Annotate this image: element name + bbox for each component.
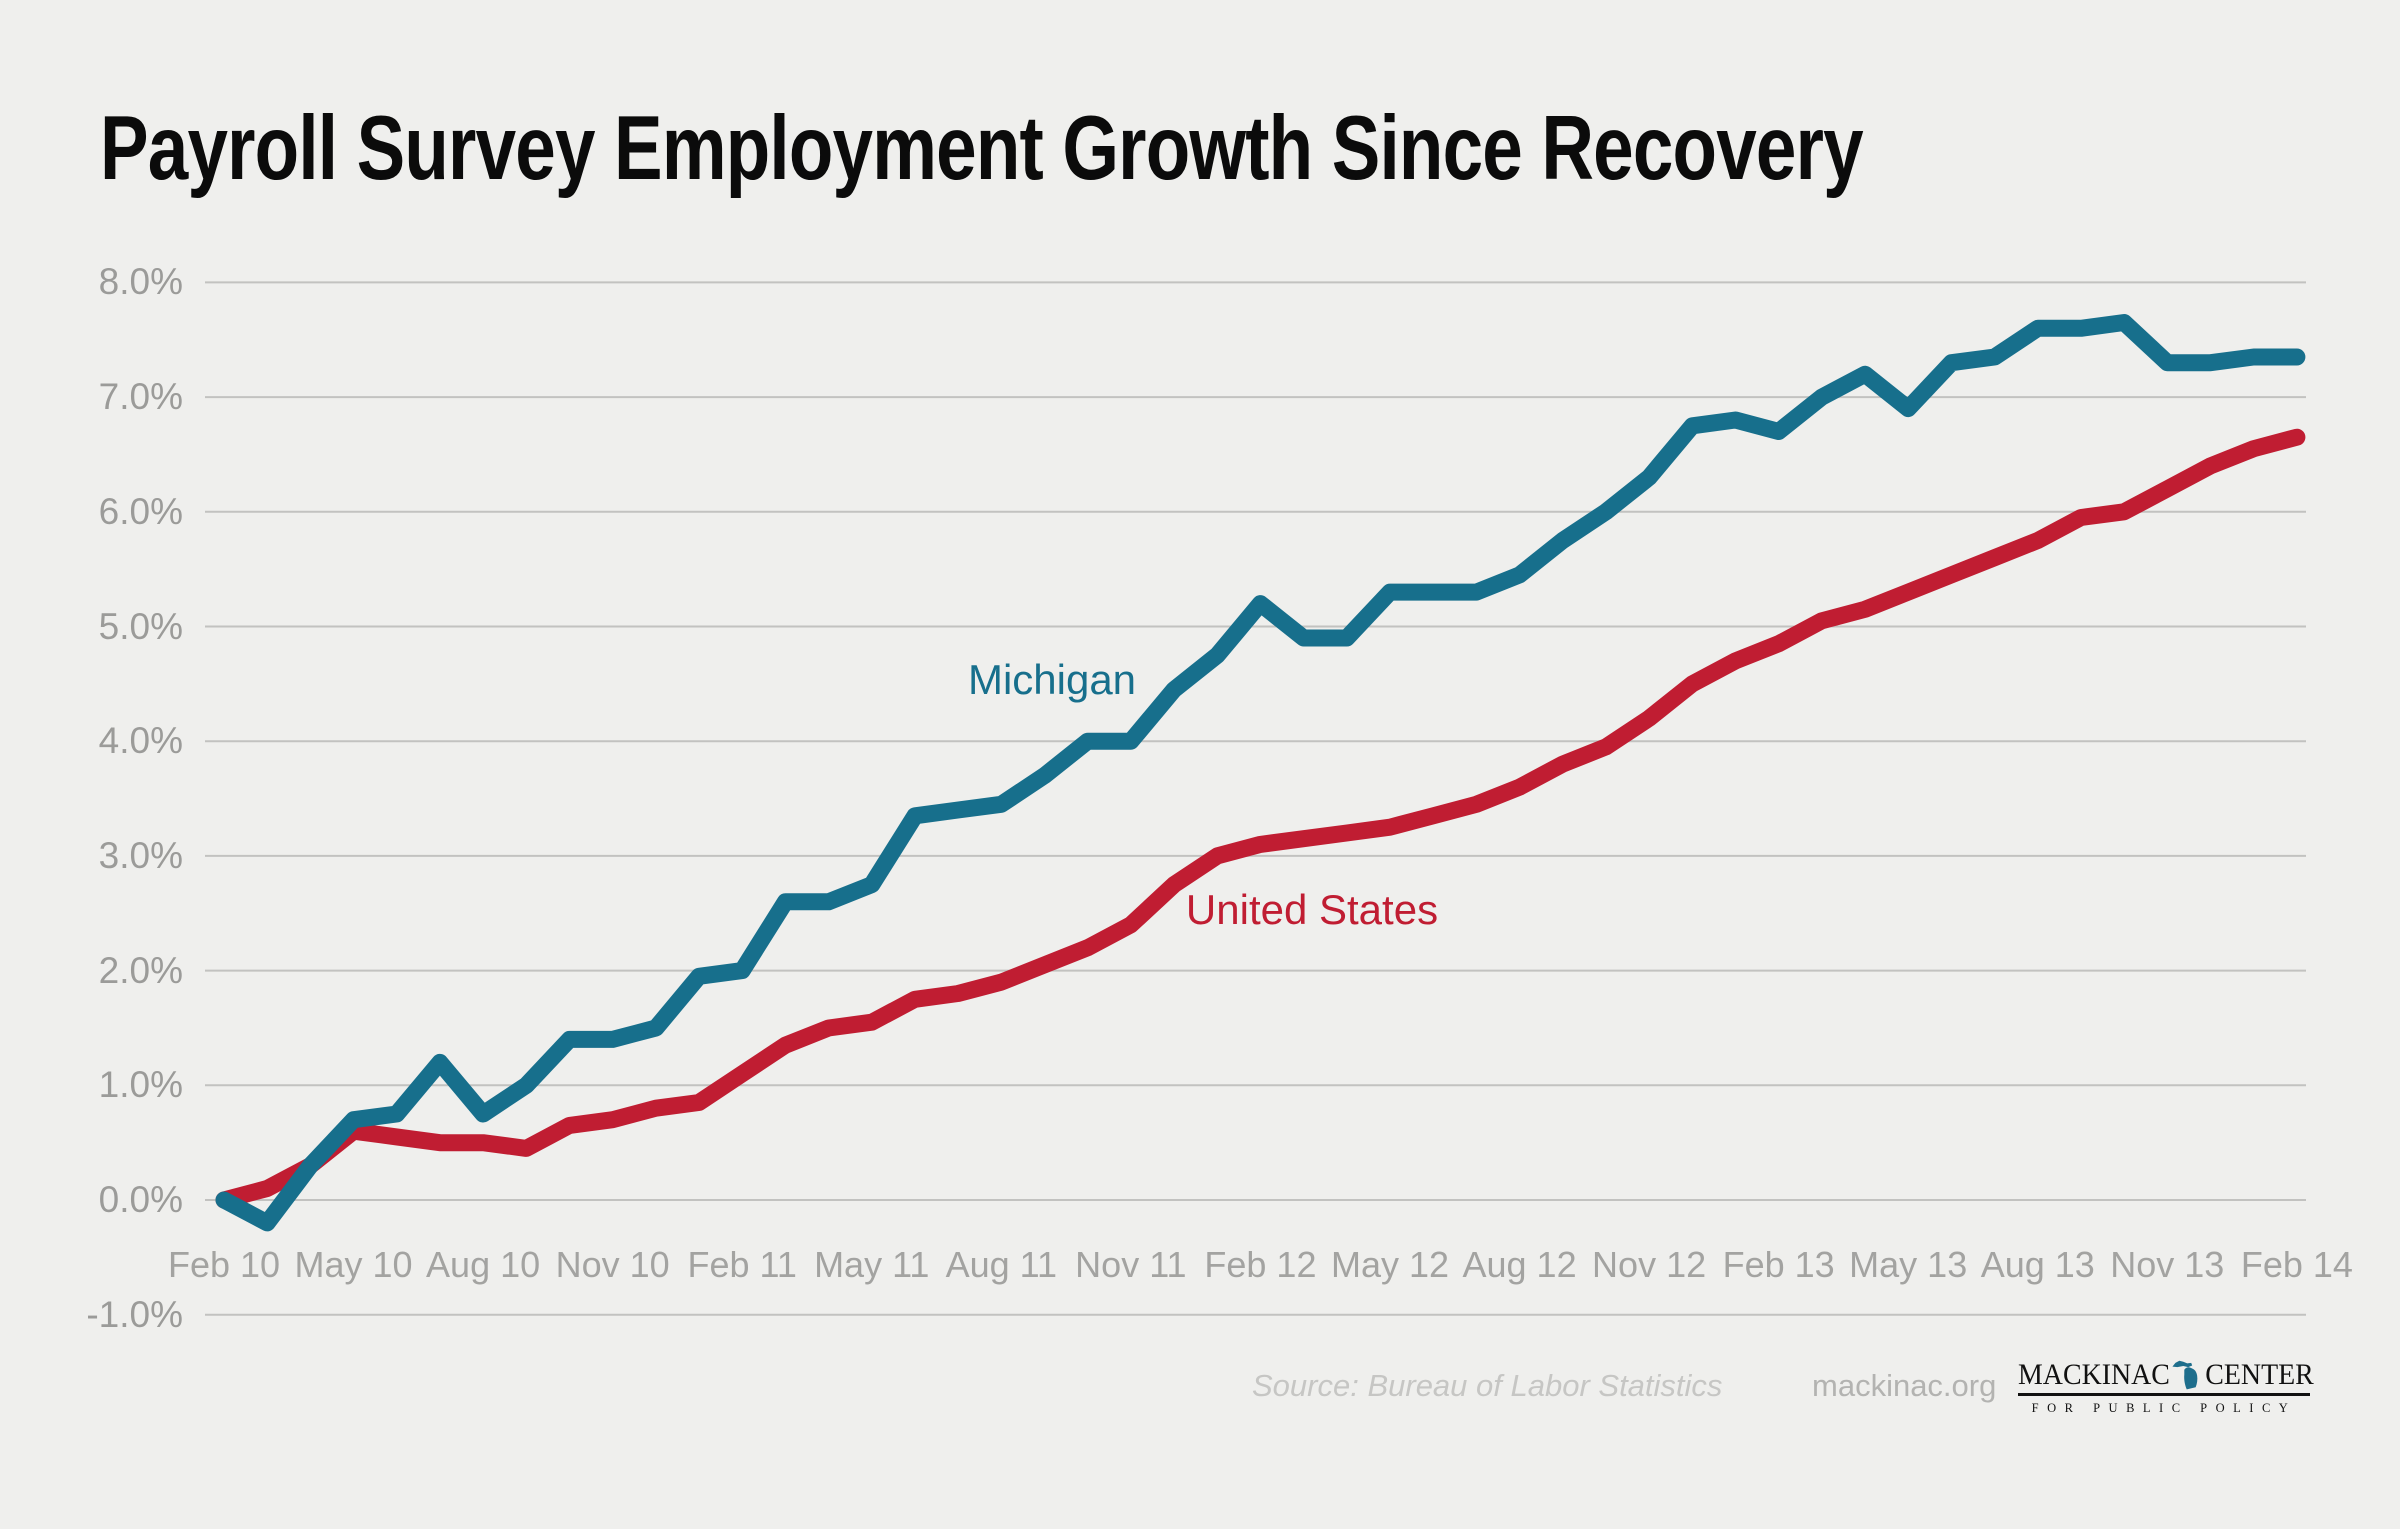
x-axis-label: May 11 [814,1244,930,1285]
x-axis-label: Feb 10 [167,1244,281,1285]
x-axis-label: May 12 [1330,1244,1450,1285]
logo-divider [2018,1393,2310,1396]
x-axis-label: Nov 10 [555,1244,670,1285]
x-axis-label: Nov 13 [2110,1244,2225,1285]
x-axis-label: Aug 11 [945,1244,1058,1285]
series-label-united-states: United States [1185,886,1439,933]
y-axis-label: 6.0% [98,490,183,532]
michigan-state-icon [2172,1360,2198,1390]
x-axis-label: Aug 12 [1462,1244,1577,1285]
x-axis-label: May 13 [1849,1244,1968,1285]
series-line-michigan [215,314,2306,1232]
logo-word-right: CENTER [2205,1358,2314,1391]
y-axis-label: 4.0% [98,720,183,762]
logo-word-left: MACKINAC [2018,1358,2170,1391]
y-axis-label: -1.0% [86,1293,183,1335]
x-axis-label: Nov 11 [1075,1244,1187,1285]
y-axis-label: 3.0% [98,834,183,876]
x-axis-label: Feb 13 [1722,1244,1835,1285]
x-axis-label: Feb 14 [2240,1244,2353,1285]
x-axis-label: Aug 13 [1980,1244,2095,1285]
logo-wordmark: MACKINAC CENTER [2018,1352,2314,1391]
y-axis-label: 5.0% [98,605,183,647]
y-axis-label: 8.0% [98,261,183,303]
series-line-united-states [215,428,2306,1209]
mackinac-logo: MACKINAC CENTER FOR PUBLIC POLICY [2018,1352,2314,1416]
series-label-michigan: Michigan [967,656,1137,703]
x-axis-label: Feb 11 [687,1244,797,1285]
chart-title: Payroll Survey Employment Growth Since R… [100,98,1864,199]
website-url: mackinac.org [1812,1368,1997,1403]
y-axis-label: 7.0% [98,376,183,418]
x-axis-label: May 10 [294,1244,413,1285]
source-note: Source: Bureau of Labor Statistics [1252,1368,1723,1403]
y-axis-label: 1.0% [98,1064,183,1106]
x-axis-label: Aug 10 [426,1244,541,1285]
logo-tagline: FOR PUBLIC POLICY [2031,1400,2297,1415]
x-axis-label: Nov 12 [1592,1244,1707,1285]
y-axis-label: 2.0% [98,949,183,991]
x-axis-label: Feb 12 [1204,1244,1317,1285]
y-axis-label: 0.0% [98,1179,183,1220]
